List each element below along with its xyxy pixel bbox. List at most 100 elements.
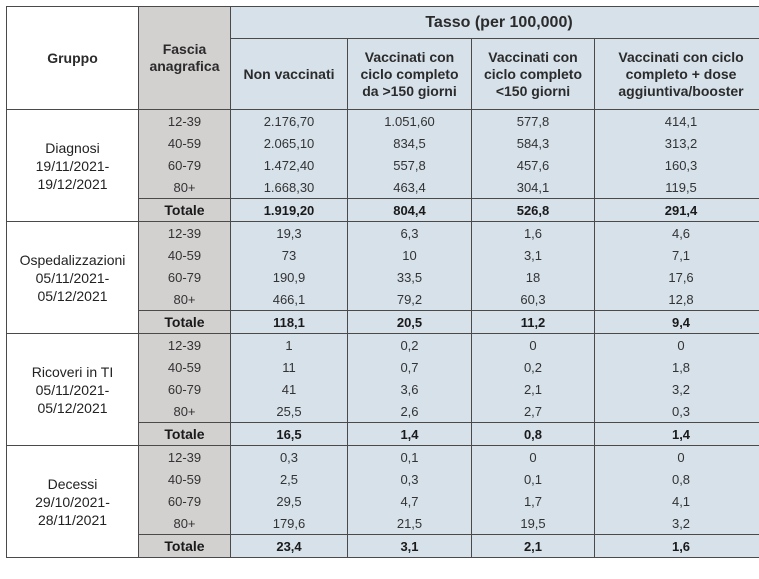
header-line: Vaccinati con: [488, 48, 578, 65]
header-line: Vaccinati con: [364, 48, 455, 65]
rate-value: 29,5: [230, 490, 348, 512]
total-value: 1.919,20: [230, 198, 348, 222]
rate-value: 1.668,30: [230, 176, 348, 199]
rate-value: 0,2: [347, 333, 472, 356]
age-band: 12-39: [138, 445, 231, 468]
age-band: 12-39: [138, 221, 231, 244]
age-band: 80+: [138, 400, 231, 423]
header-line: completo + dose: [625, 65, 737, 82]
rate-value: 0,1: [347, 445, 472, 468]
total-label: Totale: [138, 534, 231, 558]
header-vaccinati-booster: Vaccinati con ciclo completo + dose aggiun…: [593, 38, 759, 110]
table-row: 40-59 2,5 0,3 0,1 0,8: [7, 468, 759, 490]
age-band: 80+: [138, 288, 231, 311]
group-label: Diagnosi 19/11/2021- 19/12/2021: [6, 109, 139, 222]
header-fascia-line: anagrafica: [149, 58, 220, 74]
rate-value: 0,1: [471, 468, 595, 490]
rate-value: 21,5: [347, 512, 472, 535]
rate-value: 1.472,40: [230, 154, 348, 176]
total-row: Totale 1.919,20 804,4 526,8 291,4: [7, 198, 759, 222]
total-value: 9,4: [593, 310, 759, 334]
rate-value: 6,3: [347, 221, 472, 244]
rate-value: 33,5: [347, 266, 472, 288]
total-value: 2,1: [471, 534, 595, 558]
rate-value: 1,7: [471, 490, 595, 512]
group-label: Decessi 29/10/2021- 28/11/2021: [6, 445, 139, 558]
total-value: 23,4: [230, 534, 348, 558]
rate-value: 2,7: [471, 400, 595, 423]
table-row: 60-79 41 3,6 2,1 3,2: [7, 378, 759, 400]
rate-value: 0,3: [347, 468, 472, 490]
rate-value: 17,6: [593, 266, 759, 288]
rate-value: 60,3: [471, 288, 595, 311]
rate-value: 3,1: [471, 244, 595, 266]
header-line: Non vaccinati: [243, 65, 335, 82]
rate-value: 190,9: [230, 266, 348, 288]
total-value: 526,8: [471, 198, 595, 222]
group-label-line: 28/11/2021: [37, 511, 108, 528]
table-row: Decessi 29/10/2021- 28/11/2021 12-39 0,3 0,1 0…: [6, 445, 759, 558]
age-band: 40-59: [138, 132, 231, 154]
rate-value: 1,8: [593, 356, 759, 378]
rate-value: 466,1: [230, 288, 348, 311]
rate-value: 41: [230, 378, 348, 400]
header-fascia-anagrafica: Fascia anagrafica: [138, 6, 231, 110]
group-label-line: Ricoveri in TI: [31, 363, 114, 380]
age-band: 80+: [138, 512, 231, 535]
table-row: 60-79 29,5 4,7 1,7 4,1: [7, 490, 759, 512]
rate-value: 1,6: [471, 221, 595, 244]
header-line: aggiuntiva/booster: [618, 82, 744, 99]
age-band: 40-59: [138, 244, 231, 266]
rate-value: 457,6: [471, 154, 595, 176]
rate-value: 2.065,10: [230, 132, 348, 154]
total-label: Totale: [138, 198, 231, 222]
rate-value: 0,3: [230, 445, 348, 468]
age-band: 12-39: [138, 333, 231, 356]
total-label: Totale: [138, 422, 231, 446]
group-label-line: 19/11/2021-: [35, 157, 110, 174]
total-row: Totale 16,5 1,4 0,8 1,4: [7, 422, 759, 446]
total-value: 291,4: [593, 198, 759, 222]
age-band: 40-59: [138, 356, 231, 378]
rate-value: 3,2: [593, 378, 759, 400]
rate-value: 119,5: [593, 176, 759, 199]
header-gruppo: Gruppo: [6, 6, 139, 110]
table-row: 40-59 2.065,10 834,5 584,3 313,2: [7, 132, 759, 154]
rate-value: 4,7: [347, 490, 472, 512]
total-value: 16,5: [230, 422, 348, 446]
rate-value: 160,3: [593, 154, 759, 176]
age-band: 60-79: [138, 378, 231, 400]
rate-value: 25,5: [230, 400, 348, 423]
rate-value: 313,2: [593, 132, 759, 154]
total-value: 20,5: [347, 310, 472, 334]
table-row: 80+ 466,1 79,2 60,3 12,8: [7, 288, 759, 311]
rate-value: 79,2: [347, 288, 472, 311]
rate-value: 3,6: [347, 378, 472, 400]
header-fascia-line: Fascia: [162, 41, 207, 57]
table-row: 60-79 190,9 33,5 18 17,6: [7, 266, 759, 288]
rate-value: 12,8: [593, 288, 759, 311]
group-label-line: 29/10/2021-: [35, 493, 110, 510]
header-non-vaccinati: Non vaccinati: [230, 38, 348, 110]
rate-value: 4,6: [593, 221, 759, 244]
rate-value: 2.176,70: [230, 109, 348, 132]
rate-value: 2,6: [347, 400, 472, 423]
age-band: 60-79: [138, 490, 231, 512]
header-vaccinati-entro-150: Vaccinati con ciclo completo <150 giorni: [471, 38, 595, 110]
rate-value: 0: [593, 445, 759, 468]
group-label-line: 05/12/2021: [37, 287, 108, 304]
group-label-line: Ospedalizzazioni: [19, 251, 126, 268]
rate-value: 2,5: [230, 468, 348, 490]
header-line: Vaccinati con ciclo: [618, 48, 744, 65]
rate-value: 0: [593, 333, 759, 356]
rate-value: 0: [471, 445, 595, 468]
header-line: ciclo completo: [483, 65, 583, 82]
group-label-line: Decessi: [47, 475, 98, 492]
table-row: 80+ 179,6 21,5 19,5 3,2: [7, 512, 759, 535]
rate-value: 0,2: [471, 356, 595, 378]
age-band: 80+: [138, 176, 231, 199]
rate-value: 3,2: [593, 512, 759, 535]
total-row: Totale 23,4 3,1 2,1 1,6: [7, 534, 759, 558]
rate-value: 0,7: [347, 356, 472, 378]
rate-value: 18: [471, 266, 595, 288]
